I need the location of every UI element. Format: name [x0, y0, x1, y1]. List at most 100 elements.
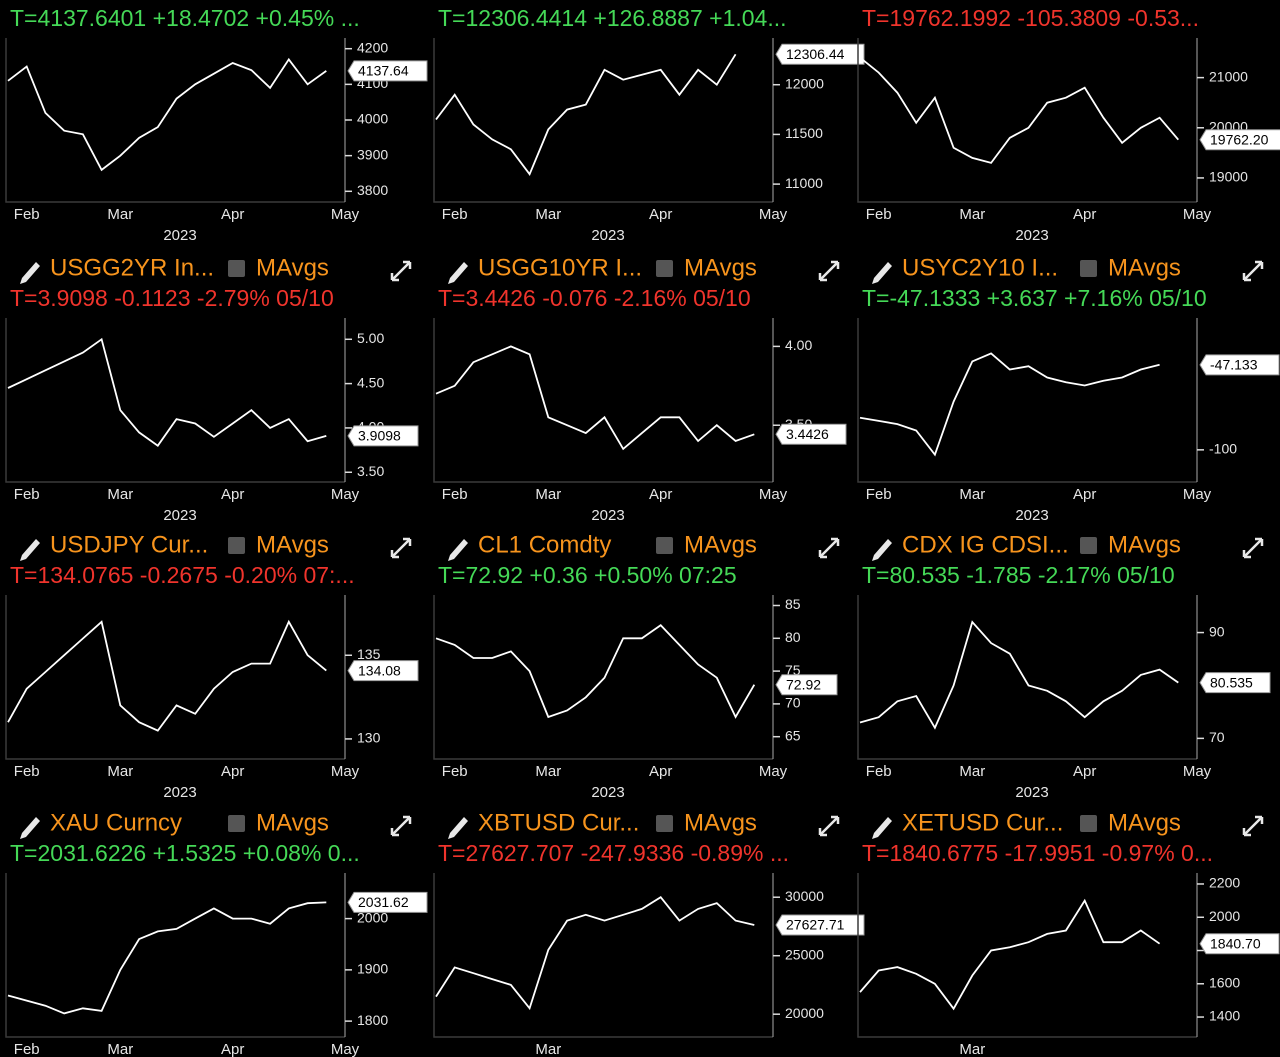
overlay-toggle[interactable]	[1080, 537, 1097, 554]
x-tick-label: May	[331, 1041, 360, 1057]
overlay-label: MAvgs	[256, 254, 329, 281]
x-tick-label: Apr	[221, 763, 244, 780]
edit-icon[interactable]	[20, 817, 40, 839]
y-tick-label: 2000	[1209, 908, 1240, 924]
plot-frame	[857, 595, 1197, 760]
edit-icon[interactable]	[448, 539, 468, 561]
y-tick-label: 1600	[1209, 974, 1240, 990]
overlay-label: MAvgs	[684, 254, 757, 281]
edit-icon[interactable]	[448, 262, 468, 284]
x-tick-label: Feb	[14, 763, 40, 780]
y-tick-label: 65	[785, 727, 801, 743]
expand-icon[interactable]	[390, 537, 412, 559]
quote-line: T=4137.6401 +18.4702 +0.45% ...	[10, 5, 360, 31]
x-tick-label: May	[759, 763, 788, 780]
x-tick-label: Mar	[535, 1041, 561, 1057]
last-value-box	[1199, 933, 1280, 955]
edit-icon[interactable]	[20, 262, 40, 284]
x-tick-label: Feb	[442, 763, 468, 780]
last-value-label: 134.08	[358, 662, 401, 678]
plot-frame	[857, 318, 1197, 483]
x-tick-label: Mar	[959, 206, 985, 223]
panel-title: USYC2Y10 I...	[902, 254, 1058, 281]
x-tick-label: Mar	[959, 486, 985, 503]
edit-icon[interactable]	[872, 817, 892, 839]
quote-line: T=19762.1992 -105.3809 -0.53...	[862, 5, 1199, 31]
x-tick-label: Mar	[959, 1041, 985, 1057]
last-value-box	[347, 60, 428, 82]
price-line	[435, 896, 755, 1011]
overlay-toggle[interactable]	[656, 537, 673, 554]
last-value-box	[1199, 672, 1271, 694]
last-value-label: 72.92	[786, 676, 821, 692]
x-axis-year: 2023	[163, 784, 196, 801]
y-tick-label: 90	[1209, 623, 1225, 639]
expand-icon[interactable]	[818, 260, 840, 282]
y-tick-label: 5.00	[357, 330, 384, 346]
panel-title: USGG10YR I...	[478, 254, 642, 281]
overlay-toggle[interactable]	[656, 260, 673, 277]
x-tick-label: Apr	[221, 206, 244, 223]
x-tick-label: Feb	[14, 1041, 40, 1057]
expand-icon[interactable]	[1242, 815, 1264, 837]
expand-icon[interactable]	[818, 815, 840, 837]
y-tick-label: 4000	[357, 111, 388, 127]
x-tick-label: Mar	[107, 763, 133, 780]
x-tick-label: Apr	[649, 206, 672, 223]
plot-frame	[433, 38, 773, 203]
overlay-toggle[interactable]	[656, 815, 673, 832]
overlay-toggle[interactable]	[1080, 260, 1097, 277]
overlay-label: MAvgs	[256, 809, 329, 836]
edit-icon[interactable]	[448, 817, 468, 839]
panel-title: XAU Curncy	[50, 809, 182, 836]
y-tick-label: 20000	[785, 1005, 824, 1021]
last-value-label: -47.133	[1210, 357, 1258, 373]
plot-frame	[433, 595, 773, 760]
y-tick-label: 85	[785, 596, 801, 612]
overlay-toggle[interactable]	[228, 260, 245, 277]
price-line	[435, 345, 755, 451]
last-value-label: 19762.20	[1210, 131, 1269, 147]
x-tick-label: Feb	[866, 763, 892, 780]
y-tick-label: 70	[1209, 729, 1225, 745]
x-axis-year: 2023	[591, 227, 624, 244]
x-tick-label: Apr	[1073, 486, 1096, 503]
expand-icon[interactable]	[818, 537, 840, 559]
overlay-toggle[interactable]	[228, 815, 245, 832]
x-axis-year: 2023	[1015, 507, 1048, 524]
y-tick-label: 2000	[357, 909, 388, 925]
price-line	[7, 619, 327, 732]
x-tick-label: May	[331, 486, 360, 503]
x-axis-year: 2023	[1015, 227, 1048, 244]
edit-icon[interactable]	[872, 539, 892, 561]
edit-icon[interactable]	[872, 262, 892, 284]
expand-icon[interactable]	[1242, 537, 1264, 559]
price-line	[7, 57, 327, 172]
quote-line: T=2031.6226 +1.5325 +0.08% 0...	[10, 840, 360, 866]
panel-title: CDX IG CDSI...	[902, 531, 1069, 558]
overlay-toggle[interactable]	[1080, 815, 1097, 832]
y-tick-label: 70	[785, 695, 801, 711]
y-tick-label: 80	[785, 629, 801, 645]
expand-icon[interactable]	[1242, 260, 1264, 282]
overlay-toggle[interactable]	[228, 537, 245, 554]
expand-icon[interactable]	[390, 260, 412, 282]
x-axis-year: 2023	[1015, 784, 1048, 801]
x-tick-label: Mar	[535, 486, 561, 503]
y-tick-label: 135	[357, 646, 381, 662]
y-tick-label: 130	[357, 730, 381, 746]
price-line	[859, 56, 1179, 164]
edit-icon[interactable]	[20, 539, 40, 561]
last-value-box	[347, 660, 419, 682]
expand-icon[interactable]	[390, 815, 412, 837]
price-line	[435, 53, 737, 176]
plot-frame	[433, 318, 773, 483]
x-tick-label: Feb	[442, 486, 468, 503]
overlay-label: MAvgs	[256, 531, 329, 558]
panel-title: USDJPY Cur...	[50, 531, 208, 558]
x-tick-label: Apr	[221, 486, 244, 503]
x-tick-label: Mar	[535, 763, 561, 780]
last-value-label: 12306.44	[786, 46, 845, 62]
